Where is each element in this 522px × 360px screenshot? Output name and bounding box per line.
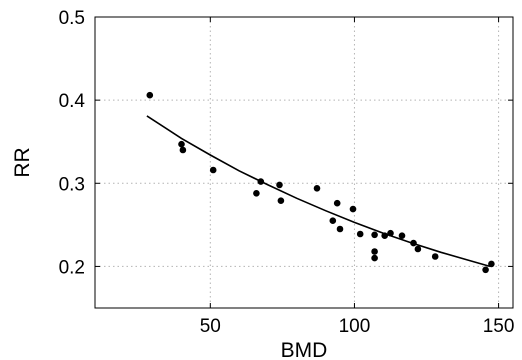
x-tick-label: 150 xyxy=(483,316,515,337)
plot-area-frame xyxy=(94,16,514,309)
data-point xyxy=(333,199,341,207)
data-point xyxy=(371,248,378,255)
data-point xyxy=(371,254,378,262)
x-tick-labels: 50 100 150 xyxy=(200,316,515,337)
data-point xyxy=(349,205,357,213)
data-point xyxy=(431,253,439,260)
data-point xyxy=(356,230,364,238)
y-tick-labels: 0.2 0.3 0.4 0.5 xyxy=(59,8,86,278)
data-point xyxy=(257,178,265,185)
x-axis-label: BMD xyxy=(281,339,328,360)
data-point xyxy=(381,232,389,239)
data-point xyxy=(414,245,422,253)
x-tick-label: 100 xyxy=(339,316,371,337)
data-point xyxy=(387,229,394,237)
data-point xyxy=(253,190,260,197)
y-tick-label: 0.3 xyxy=(59,174,85,195)
data-point xyxy=(371,231,378,239)
y-tick-label: 0.4 xyxy=(59,91,86,112)
data-point xyxy=(179,146,187,154)
data-point xyxy=(178,140,185,148)
data-point xyxy=(146,91,154,99)
y-axis-label: RR xyxy=(11,147,34,177)
grid xyxy=(95,17,513,308)
data-point xyxy=(277,197,285,204)
data-point xyxy=(329,217,337,224)
data-points xyxy=(146,91,495,274)
axis-ticks xyxy=(95,16,513,308)
data-point xyxy=(482,266,489,274)
data-point xyxy=(336,225,344,233)
y-tick-label: 0.5 xyxy=(59,8,85,29)
data-point xyxy=(488,260,495,268)
data-point xyxy=(209,166,217,174)
y-tick-label: 0.2 xyxy=(59,257,85,278)
x-tick-label: 50 xyxy=(200,316,221,337)
data-point xyxy=(398,232,406,239)
data-point xyxy=(410,239,417,247)
fit-curve xyxy=(146,115,491,268)
data-point xyxy=(276,181,283,189)
data-point xyxy=(313,185,321,192)
